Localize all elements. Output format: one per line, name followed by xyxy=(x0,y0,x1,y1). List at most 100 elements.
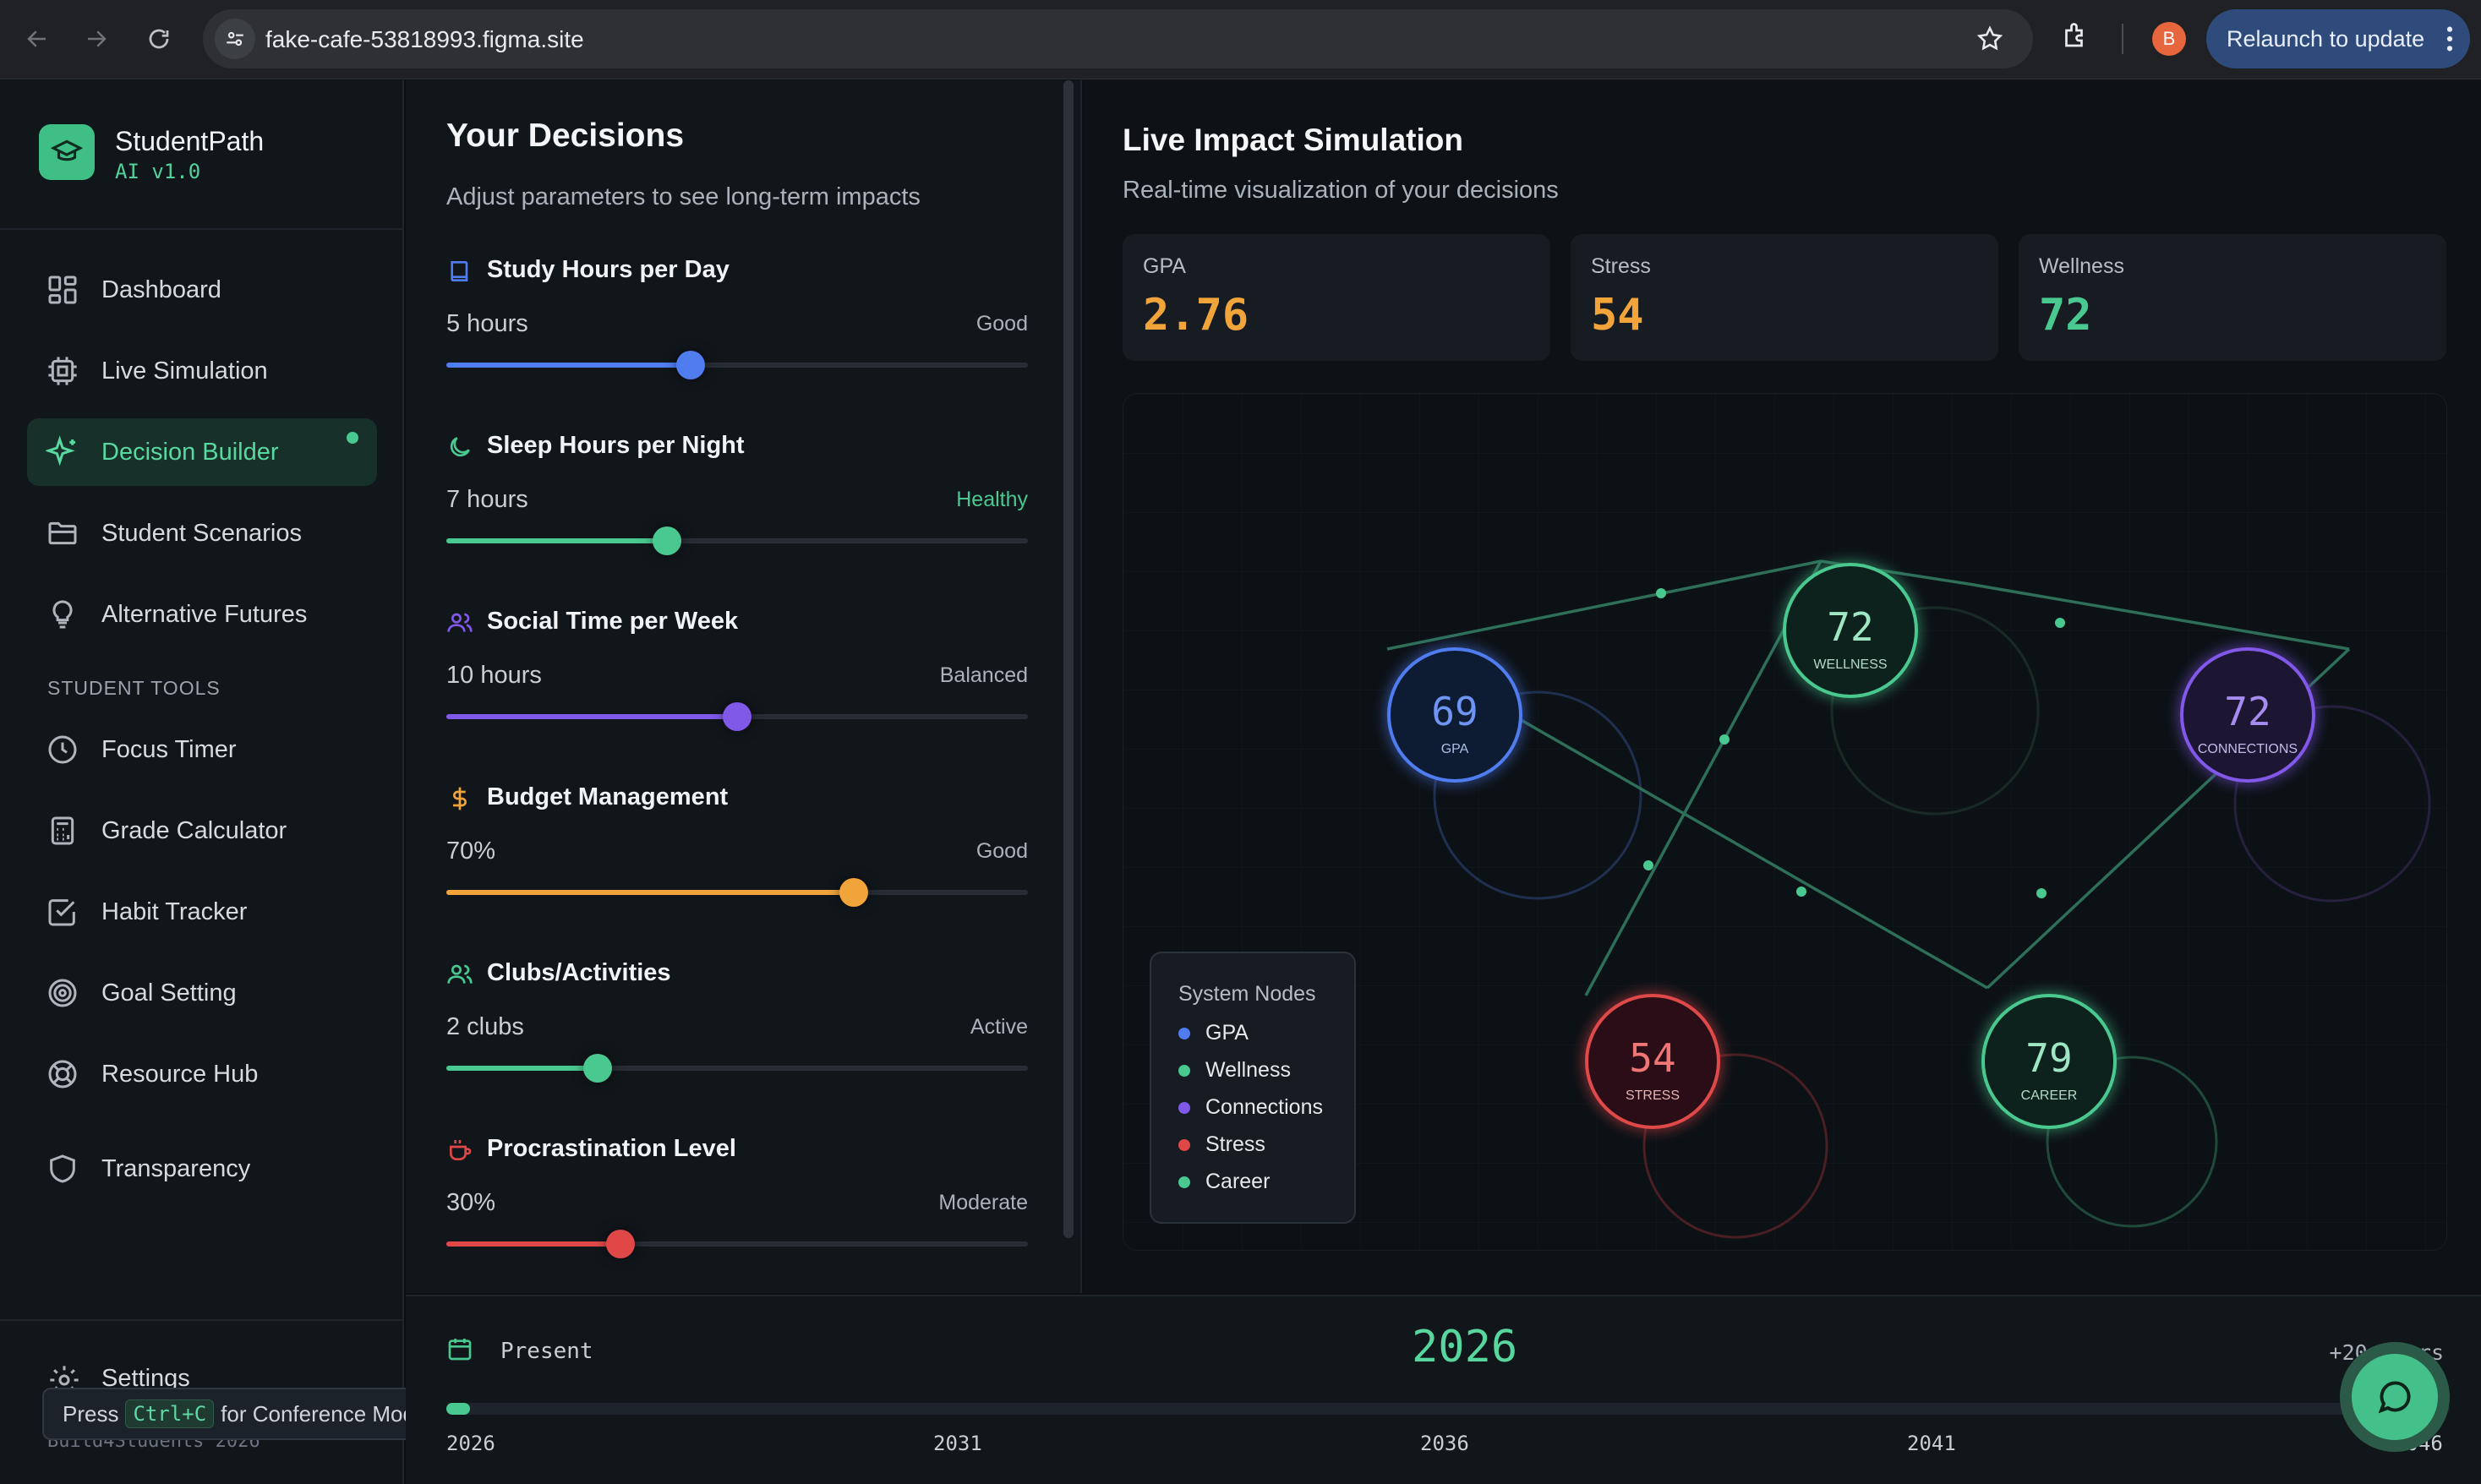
shield-icon xyxy=(50,1154,75,1183)
sidebar-item-student-scenarios[interactable]: Student Scenarios xyxy=(27,499,377,567)
param-slider-track[interactable] xyxy=(446,1054,1028,1083)
param-slider-track[interactable] xyxy=(446,526,1028,555)
legend-dot xyxy=(1178,1176,1190,1188)
param-slider-track[interactable] xyxy=(446,878,1028,907)
career-ripple-ring xyxy=(2046,1056,2218,1228)
node-career-value: 79 xyxy=(2025,1035,2072,1081)
param-status: Balanced xyxy=(939,663,1028,687)
toast-suffix: for Conference Mode xyxy=(221,1400,428,1427)
param-slider-fill xyxy=(446,714,737,719)
sidebar-item-label: Student Scenarios xyxy=(101,519,302,547)
timeline-bar: Present 2026 +20 Years 2026 2031 2036 20… xyxy=(406,1295,2481,1484)
legend-dot xyxy=(1178,1028,1190,1039)
simulation-title: Live Impact Simulation xyxy=(1123,123,1463,157)
sidebar-item-alternative-futures[interactable]: Alternative Futures xyxy=(27,581,377,648)
param-title: Sleep Hours per Night xyxy=(487,432,745,459)
timeline-slider[interactable] xyxy=(446,1403,2450,1415)
profile-avatar[interactable]: B xyxy=(2152,22,2186,56)
node-gpa[interactable] xyxy=(1387,647,1522,783)
param-value: 70% xyxy=(446,837,496,865)
current-year: 2026 xyxy=(1412,1322,1518,1372)
param-procrastination: Procrastination Level 30% Moderate xyxy=(446,1135,1028,1296)
param-study-hours: Study Hours per Day 5 hours Good xyxy=(446,256,1028,417)
param-slider-handle[interactable] xyxy=(675,351,705,379)
site-settings-icon[interactable] xyxy=(215,19,255,59)
timeline-tick: 2036 xyxy=(1420,1432,1469,1455)
param-slider-track[interactable] xyxy=(446,702,1028,731)
param-slider-handle[interactable] xyxy=(723,702,751,731)
address-bar[interactable]: fake-cafe-53818993.figma.site xyxy=(203,9,2033,68)
back-button[interactable] xyxy=(17,19,57,59)
cpu-icon xyxy=(48,357,77,385)
param-slider-track[interactable] xyxy=(446,351,1028,379)
param-slider-fill xyxy=(446,1066,598,1071)
legend-dot xyxy=(1178,1139,1190,1151)
node-connections xyxy=(1386,559,2351,996)
sidebar-item-grade-calculator[interactable]: Grade Calculator xyxy=(27,797,377,865)
node-gpa-value: 69 xyxy=(1431,689,1478,734)
sidebar-item-resource-hub[interactable]: Resource Hub xyxy=(27,1040,377,1108)
param-slider-handle[interactable] xyxy=(582,1054,612,1083)
chat-button[interactable] xyxy=(2340,1342,2450,1452)
node-wellness[interactable] xyxy=(1783,563,1918,698)
node-career[interactable] xyxy=(1981,994,2117,1129)
param-slider-fill xyxy=(446,890,854,895)
relaunch-button[interactable]: Relaunch to update xyxy=(2206,9,2470,68)
timeline-slider-fill xyxy=(446,1403,471,1415)
sidebar-item-focus-timer[interactable]: Focus Timer xyxy=(27,716,377,783)
node-connections-label: CONNECTIONS xyxy=(2198,742,2298,756)
legend-item-career: Career xyxy=(1178,1170,1270,1194)
timeline-tick: 2041 xyxy=(1907,1432,1956,1455)
stat-label: Stress xyxy=(1591,254,1651,278)
param-status: Active xyxy=(970,1015,1028,1039)
param-slider-handle[interactable] xyxy=(653,526,682,555)
url-text[interactable]: fake-cafe-53818993.figma.site xyxy=(265,26,584,52)
node-stress[interactable] xyxy=(1585,994,1720,1129)
panel-title: Your Decisions xyxy=(446,117,685,154)
stat-label: Wellness xyxy=(2039,254,2124,278)
lifebuoy-icon xyxy=(48,1060,77,1088)
param-slider-handle[interactable] xyxy=(606,1230,636,1258)
gpa-ripple-ring xyxy=(1433,690,1642,900)
settings-label: Settings xyxy=(101,1365,190,1392)
stat-value: 54 xyxy=(1591,290,1644,341)
brand-version: AI v1.0 xyxy=(115,160,201,183)
sidebar-item-decision-builder[interactable]: Decision Builder xyxy=(27,418,377,486)
sidebar-item-goal-setting[interactable]: Goal Setting xyxy=(27,959,377,1027)
extensions-icon[interactable] xyxy=(2060,20,2090,55)
legend-title: System Nodes xyxy=(1178,982,1316,1006)
reload-button[interactable] xyxy=(139,19,179,59)
sidebar: StudentPath AI v1.0 Dashboard Live Simul… xyxy=(0,80,404,1484)
param-status: Healthy xyxy=(956,488,1028,511)
param-slider-track[interactable] xyxy=(446,1230,1028,1258)
param-title: Clubs/Activities xyxy=(487,959,671,986)
legend-item-gpa: GPA xyxy=(1178,1021,1249,1045)
stat-label: GPA xyxy=(1143,254,1186,278)
present-label: Present xyxy=(500,1339,593,1364)
sidebar-bottom-divider xyxy=(0,1319,404,1321)
arrow-left-icon xyxy=(27,30,46,47)
param-title: Social Time per Week xyxy=(487,608,739,635)
sidebar-item-habit-tracker[interactable]: Habit Tracker xyxy=(27,878,377,946)
users-icon xyxy=(447,964,473,984)
node-graph-canvas: 69 GPA 72 WELLNESS 72 CONNECTIONS 54 STR… xyxy=(1123,394,2446,1250)
arrow-right-icon xyxy=(88,30,107,47)
coffee-icon xyxy=(450,1140,472,1160)
calendar-icon xyxy=(448,1339,472,1361)
clock-icon xyxy=(48,735,77,764)
panel-subtitle: Adjust parameters to see long-term impac… xyxy=(446,183,921,210)
param-slider-fill xyxy=(446,1241,621,1247)
sidebar-item-dashboard[interactable]: Dashboard xyxy=(27,256,377,324)
sidebar-item-label: Focus Timer xyxy=(101,735,237,763)
sidebar-item-live-simulation[interactable]: Live Simulation xyxy=(27,337,377,405)
legend-label: Career xyxy=(1205,1170,1271,1193)
forward-button[interactable] xyxy=(76,19,117,59)
stat-card-stress: Stress 54 xyxy=(1571,234,1998,361)
param-slider-handle[interactable] xyxy=(839,878,868,907)
connections-ripple-ring xyxy=(2233,705,2431,903)
sidebar-item-transparency[interactable]: Transparency xyxy=(27,1135,377,1203)
stat-value: 72 xyxy=(2039,290,2092,341)
node-connections[interactable] xyxy=(2180,647,2315,783)
bookmark-star-icon[interactable] xyxy=(1976,25,2004,57)
panel-scrollbar[interactable] xyxy=(1063,80,1074,1238)
